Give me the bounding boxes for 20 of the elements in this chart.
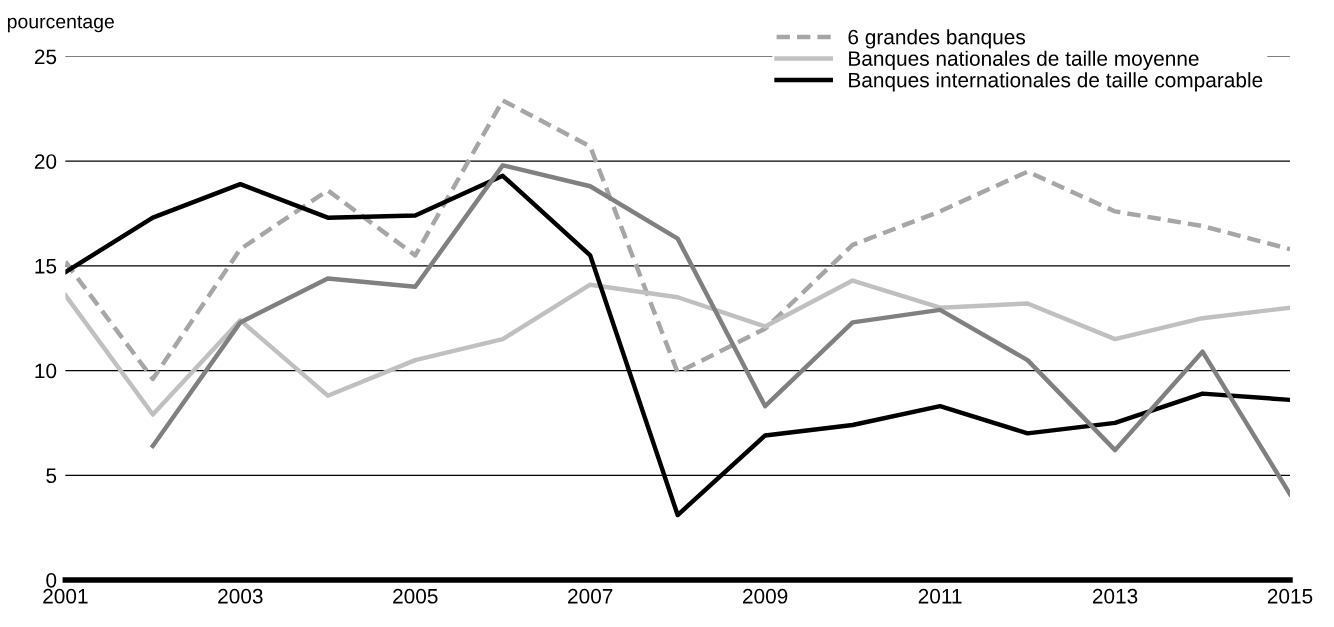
x-tick-label: 2005 <box>393 588 438 604</box>
line-series <box>65 98 1290 382</box>
x-tick-label: 2011 <box>918 588 962 604</box>
legend-label: Banques internationales de taille comparable <box>849 72 1263 92</box>
x-tick-label: 2007 <box>568 588 613 604</box>
x-tick-label: 2009 <box>743 588 788 604</box>
legend-label: Banques nationales de taille moyenne <box>849 50 1199 71</box>
y-tick-label: 0 <box>46 572 57 588</box>
line-series <box>65 278 1290 417</box>
y-tick-label: 15 <box>35 259 57 274</box>
y-tick-label: 10 <box>35 363 57 379</box>
x-tick-label: 2001 <box>43 588 88 604</box>
y-tick-label: 25 <box>34 49 57 65</box>
x-tick-label: 2003 <box>218 588 263 604</box>
x-tick-label: 2013 <box>1092 588 1138 604</box>
y-tick-label: 5 <box>46 468 57 484</box>
legend-label: 6 grandes banques <box>848 29 1026 49</box>
x-tick-label: 2015 <box>1267 588 1313 604</box>
y-axis-title: pourcentage <box>7 15 114 33</box>
y-tick-label: 20 <box>34 154 57 169</box>
